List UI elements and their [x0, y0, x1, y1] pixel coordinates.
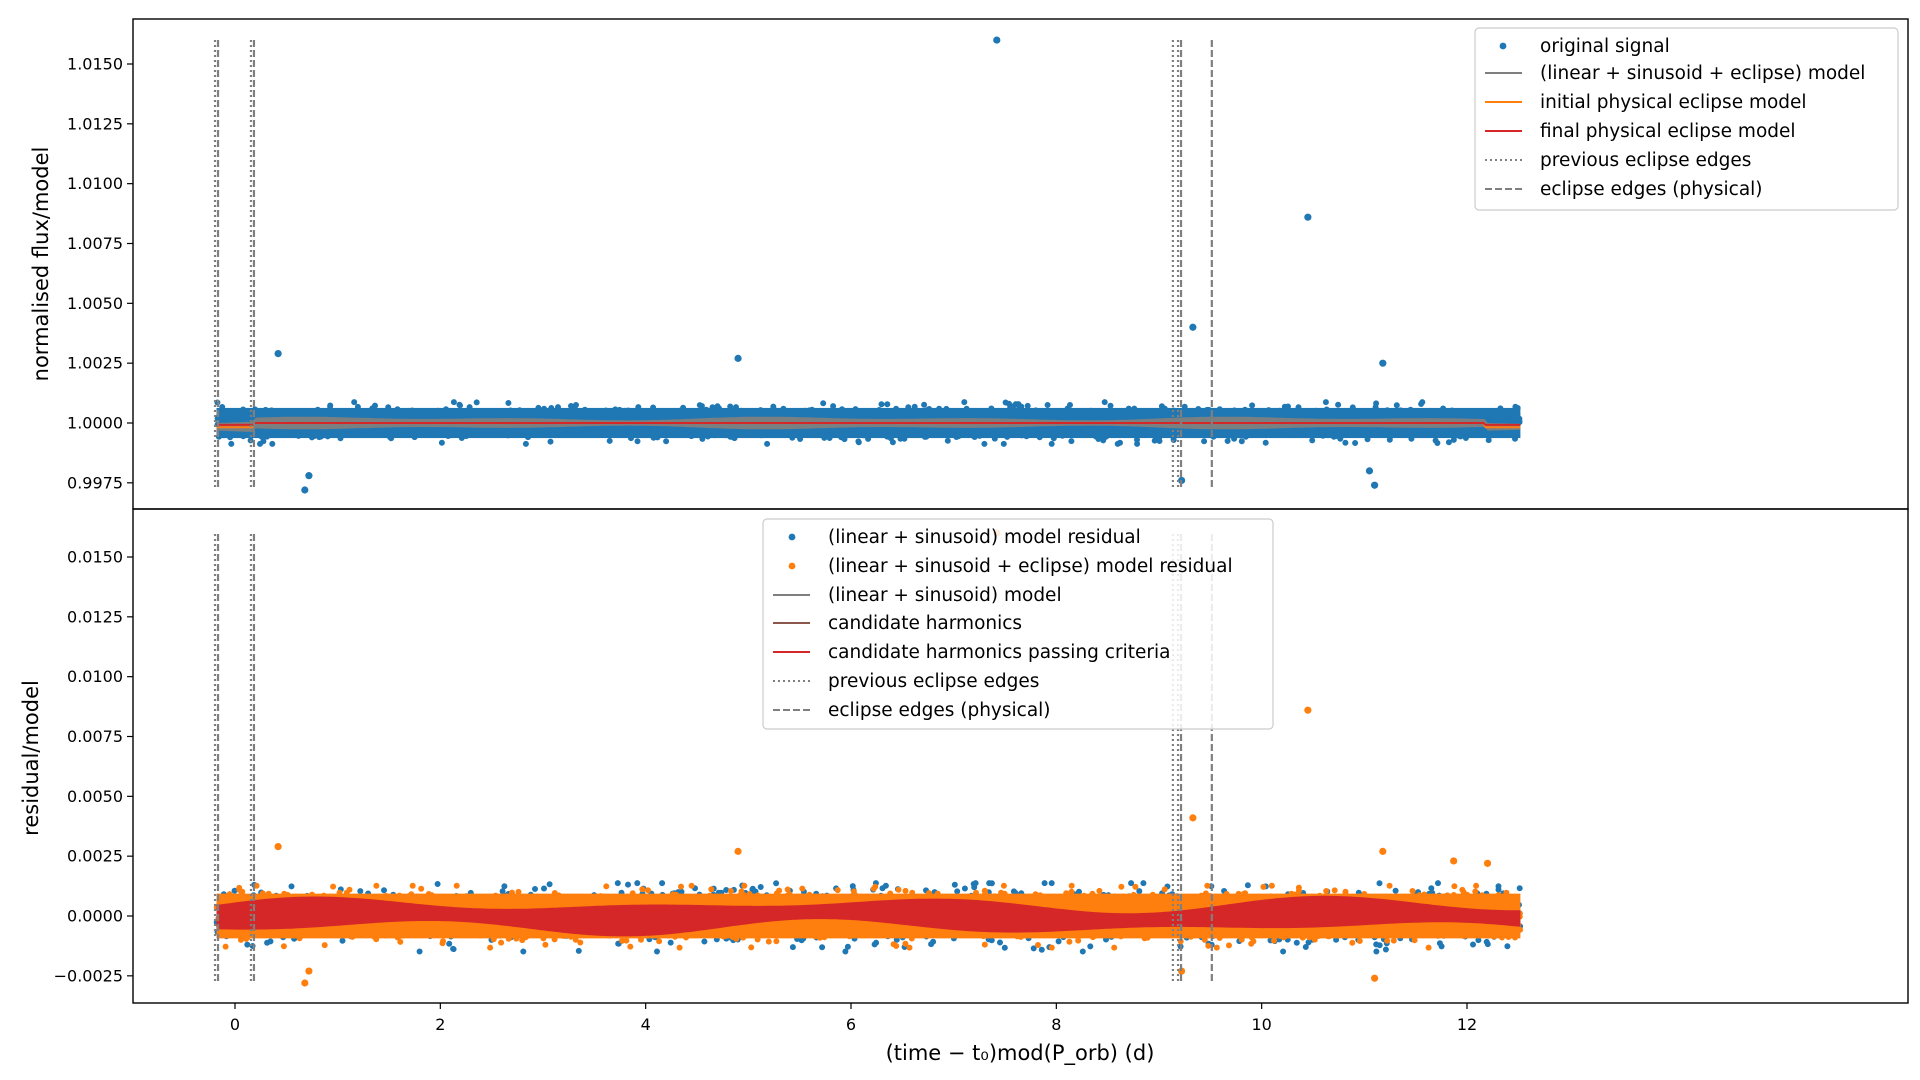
y-tick-label: 1.0025 — [67, 354, 123, 373]
y-tick-label: 0.0125 — [67, 607, 123, 626]
x-tick-label: 4 — [641, 1015, 651, 1034]
final-physical-eclipse-model — [216, 422, 1521, 426]
y-tick-label: 1.0075 — [67, 234, 123, 253]
x-tick-label: 12 — [1457, 1015, 1477, 1034]
legend-label: previous eclipse edges — [828, 671, 1039, 692]
top-legend-box — [1474, 27, 1899, 211]
top-panel: 0.9975 1.0000 1.0025 1.0050 1.0075 1.0100 1.01… — [29, 18, 1909, 510]
bottom-panel: −0.0025 0.0000 0.0025 0.0050 0.0075 0.0100 0.0… — [19, 508, 1909, 1066]
legend-label: (linear + sinusoid) model residual — [828, 527, 1141, 548]
legend-label: previous eclipse edges — [1540, 150, 1751, 171]
bottom-y-ticks: −0.0025 0.0000 0.0025 0.0050 0.0075 0.0100 0.0… — [54, 548, 133, 985]
y-tick-label: 0.0050 — [67, 787, 123, 806]
bottom-legend-box — [762, 518, 1274, 730]
top-legend: original signal (linear + sinusoid + ecl… — [1474, 27, 1899, 211]
outlier-point — [274, 349, 282, 358]
legend-marker-lin-sin-ecl-residual — [788, 562, 796, 570]
legend-label: (linear + sinusoid + eclipse) model resi… — [828, 556, 1233, 577]
y-tick-label: 0.0075 — [67, 727, 123, 746]
legend-label: initial physical eclipse model — [1540, 92, 1807, 113]
y-tick-label: 1.0100 — [67, 174, 123, 193]
x-tick-label: 6 — [846, 1015, 856, 1034]
y-tick-label: 1.0150 — [67, 55, 123, 74]
outlier-point — [305, 967, 313, 975]
legend-label: eclipse edges (physical) — [1540, 179, 1763, 200]
outlier-point — [1379, 359, 1387, 367]
outlier-point — [734, 354, 742, 362]
outlier-point — [1304, 706, 1312, 714]
legend-marker-lin-sin-residual — [788, 533, 796, 541]
outlier-point — [1371, 481, 1379, 489]
legend-label: (linear + sinusoid + eclipse) model — [1540, 63, 1865, 84]
legend-label: candidate harmonics passing criteria — [828, 642, 1170, 663]
original-signal-points — [214, 399, 1523, 447]
y-tick-label: 0.9975 — [67, 473, 123, 492]
candidate-harmonics-band — [216, 895, 1521, 937]
x-tick-label: 0 — [230, 1015, 240, 1034]
x-tick-label: 8 — [1051, 1015, 1061, 1034]
bottom-y-axis-label: residual/model — [19, 680, 43, 836]
outlier-point — [301, 486, 309, 494]
top-y-ticks: 0.9975 1.0000 1.0025 1.0050 1.0075 1.0100 1.01… — [67, 55, 133, 492]
bottom-axes-frame — [132, 508, 1909, 1004]
legend-marker-original-signal — [1499, 42, 1507, 50]
y-tick-label: 0.0000 — [67, 907, 123, 926]
bottom-legend: (linear + sinusoid) model residual (line… — [762, 518, 1274, 730]
outlier-point — [1189, 323, 1197, 331]
legend-label: original signal — [1540, 36, 1670, 57]
outlier-point — [1371, 974, 1379, 982]
bottom-x-ticks: 0 2 4 6 8 10 12 — [230, 1003, 1477, 1034]
y-tick-label: 1.0050 — [67, 294, 123, 313]
outlier-point — [734, 847, 742, 855]
outlier-point — [301, 979, 309, 987]
lin-sin-ecl-model-band — [216, 416, 1521, 432]
x-tick-label: 2 — [435, 1015, 445, 1034]
legend-label: final physical eclipse model — [1540, 121, 1796, 142]
outlier-point — [1189, 814, 1197, 822]
y-tick-label: 1.0125 — [67, 114, 123, 133]
y-tick-label: −0.0025 — [54, 966, 123, 985]
x-tick-label: 10 — [1251, 1015, 1271, 1034]
bottom-x-axis-label: (time − t₀)mod(P_orb) (d) — [886, 1041, 1155, 1066]
outlier-point — [274, 842, 282, 851]
top-plot-area — [213, 36, 1523, 494]
top-y-axis-label: normalised flux/model — [29, 147, 53, 382]
outlier-point — [1483, 859, 1492, 867]
outlier-point — [1177, 967, 1186, 975]
legend-label: eclipse edges (physical) — [828, 700, 1051, 721]
legend-label: candidate harmonics — [828, 613, 1022, 634]
outlier-point — [1365, 467, 1374, 475]
y-tick-label: 1.0000 — [67, 414, 123, 433]
bottom-plot-area — [213, 529, 1524, 987]
outlier-point — [305, 472, 313, 480]
outlier-point — [1304, 213, 1312, 221]
y-tick-label: 0.0100 — [67, 667, 123, 686]
y-tick-label: 0.0025 — [67, 847, 123, 866]
outlier-point — [993, 36, 1001, 44]
outlier-point — [1450, 857, 1458, 865]
y-tick-label: 0.0150 — [67, 548, 123, 567]
outlier-point — [1379, 847, 1387, 855]
legend-label: (linear + sinusoid) model — [828, 585, 1062, 606]
